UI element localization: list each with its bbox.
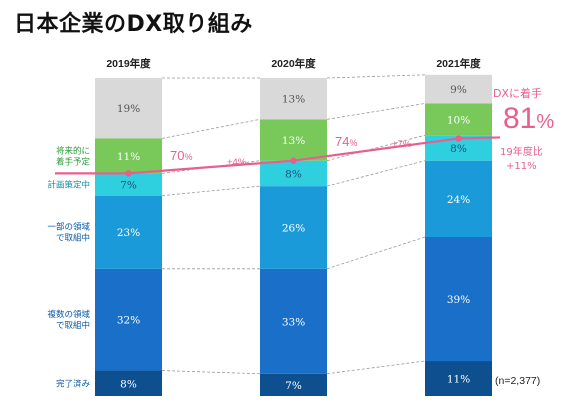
bars-group: 8% 32% 23% 7% 11% 19% 7% 33% 26% 8% 13% 13% 11% 39% 24… bbox=[95, 74, 492, 396]
connector-line bbox=[326, 134, 426, 162]
segment-value-label: 8% bbox=[450, 143, 467, 155]
year-label: 2019年度 bbox=[106, 57, 151, 70]
highlight-compare-label: 19年度比 bbox=[500, 145, 543, 158]
trend-change-label: +7% bbox=[392, 139, 412, 150]
segment-value-label: 13% bbox=[282, 94, 305, 106]
segment-value-label: 7% bbox=[120, 180, 137, 192]
bar-segment bbox=[425, 237, 492, 362]
connector-line bbox=[326, 360, 426, 375]
segment-value-label: 11% bbox=[447, 374, 470, 386]
segment-value-label: 32% bbox=[117, 315, 140, 327]
connector-line bbox=[161, 160, 261, 174]
bar-segment bbox=[425, 160, 492, 237]
segment-value-label: 39% bbox=[447, 294, 470, 306]
trend-change-label: +4% bbox=[227, 157, 247, 168]
connector-line bbox=[326, 160, 426, 187]
year-label: 2020年度 bbox=[271, 57, 316, 70]
highlight-value: 81% bbox=[503, 102, 554, 135]
bar-segment bbox=[95, 78, 162, 139]
segment-value-label: 11% bbox=[117, 151, 140, 163]
segment-value-label: 13% bbox=[282, 135, 305, 147]
page-title: 日本企業のDX取り組み bbox=[14, 12, 253, 37]
connector-line bbox=[326, 236, 426, 270]
category-label: 将来的に bbox=[56, 145, 90, 156]
segment-value-label: 10% bbox=[447, 114, 470, 126]
segment-value-label: 26% bbox=[282, 222, 305, 234]
bar-segment bbox=[95, 138, 162, 174]
connector-line bbox=[161, 118, 261, 139]
segment-value-label: 19% bbox=[117, 103, 140, 115]
segment-value-label: 24% bbox=[447, 194, 470, 206]
category-label: 複数の領域 bbox=[47, 309, 90, 320]
trend-point bbox=[290, 157, 297, 164]
bar-segment bbox=[425, 361, 492, 396]
highlight-value-unit: % bbox=[536, 111, 554, 133]
sample-size-note: (n=2,377) bbox=[495, 375, 540, 387]
highlight-title: DXに着手 bbox=[493, 86, 542, 100]
category-label: で取組中 bbox=[56, 233, 90, 244]
bar-segment bbox=[260, 373, 327, 396]
bar-segment bbox=[260, 78, 327, 120]
trend-point-label: 74% bbox=[335, 134, 357, 149]
bar-segment bbox=[425, 103, 492, 136]
trend-point bbox=[455, 135, 462, 142]
trend-point bbox=[125, 170, 132, 177]
segment-value-label: 7% bbox=[285, 380, 302, 392]
bar-connector-lines bbox=[161, 74, 426, 375]
bar-segment bbox=[95, 173, 162, 196]
segment-value-label: 9% bbox=[450, 84, 467, 96]
trend-line-group: 70% 74% +4% +7% bbox=[55, 134, 501, 177]
bar-segment bbox=[425, 74, 492, 104]
bar-segment bbox=[95, 195, 162, 269]
segment-value-label: 8% bbox=[120, 378, 137, 390]
bar-segment bbox=[260, 186, 327, 269]
highlight-value-number: 81 bbox=[503, 102, 536, 135]
segment-value-label: 33% bbox=[282, 316, 305, 328]
trend-point-label: 70% bbox=[170, 148, 192, 163]
bar-segment bbox=[95, 370, 162, 396]
category-label: 完了済み bbox=[56, 378, 91, 389]
bar-segment bbox=[260, 268, 327, 374]
year-labels: 2019年度 2020年度 2021年度 bbox=[106, 57, 481, 70]
year-label: 2021年度 bbox=[436, 57, 481, 70]
segment-value-label: 23% bbox=[117, 227, 140, 239]
category-label: で取組中 bbox=[56, 320, 90, 331]
highlight-compare-value: +11% bbox=[506, 161, 537, 172]
bar-segment bbox=[260, 160, 327, 187]
category-label: 着手予定 bbox=[56, 156, 91, 167]
category-label: 計画策定中 bbox=[47, 180, 90, 191]
highlight-callout: DXに着手 81% 19年度比 +11% bbox=[493, 86, 554, 172]
connector-line bbox=[326, 103, 426, 120]
bar-segment bbox=[95, 268, 162, 371]
category-label: 一部の領域 bbox=[47, 222, 90, 233]
connector-line bbox=[161, 370, 261, 375]
bar-segment bbox=[260, 119, 327, 161]
connector-line bbox=[326, 74, 426, 79]
connector-line bbox=[161, 185, 261, 197]
segment-value-label: 8% bbox=[285, 168, 302, 180]
